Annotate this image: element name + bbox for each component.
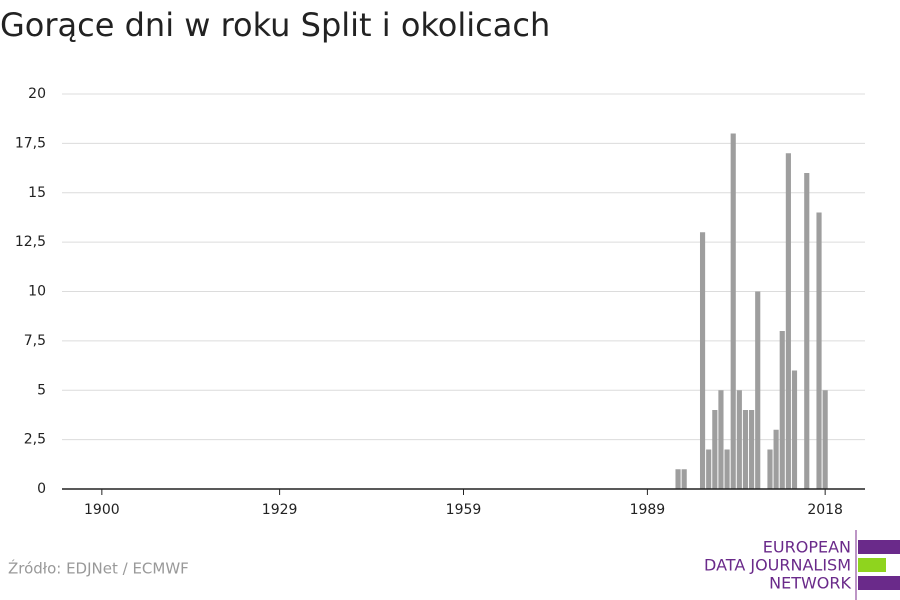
bar [681,469,687,489]
y-tick-label: 15 [28,185,46,201]
y-tick-label: 7,5 [24,333,46,349]
y-tick-label: 12,5 [15,234,46,250]
logo-text: EUROPEAN [763,538,851,557]
bar [785,153,791,489]
source: Źródło: EDJNet / ECMWF [8,559,189,578]
bar [816,212,822,489]
bar [712,410,718,489]
bar [749,410,755,489]
bar [742,410,749,489]
bar [718,390,724,489]
y-tick-label: 5 [37,382,46,398]
bar [804,173,810,489]
bar [730,133,736,489]
bar [675,469,681,489]
bar [779,331,785,489]
logo-bar [858,576,900,590]
bar [767,449,773,489]
y-tick-label: 17,5 [15,135,46,151]
bar [699,232,706,489]
x-tick-label: 1989 [630,502,666,518]
bar [706,449,712,489]
x-tick-label: 1959 [446,502,482,518]
logo-text: NETWORK [769,574,851,593]
bar [724,449,730,489]
logo-text: DATA JOURNALISM [704,556,851,575]
bar [773,429,779,489]
y-tick-label: 2,5 [24,432,46,448]
logo-bar [858,540,900,554]
bar [736,390,742,489]
x-tick-label: 2018 [807,502,843,518]
y-tick-label: 20 [28,86,46,102]
bar [755,291,761,489]
y-tick-label: 0 [37,481,46,497]
bar [791,370,798,489]
bar [822,390,828,489]
x-tick-label: 1900 [84,502,120,518]
logo-bar [858,558,886,572]
x-tick-label: 1929 [262,502,298,518]
y-tick-label: 10 [28,284,46,300]
chart-title: Gorące dni w roku Split i okolicach [0,6,550,44]
